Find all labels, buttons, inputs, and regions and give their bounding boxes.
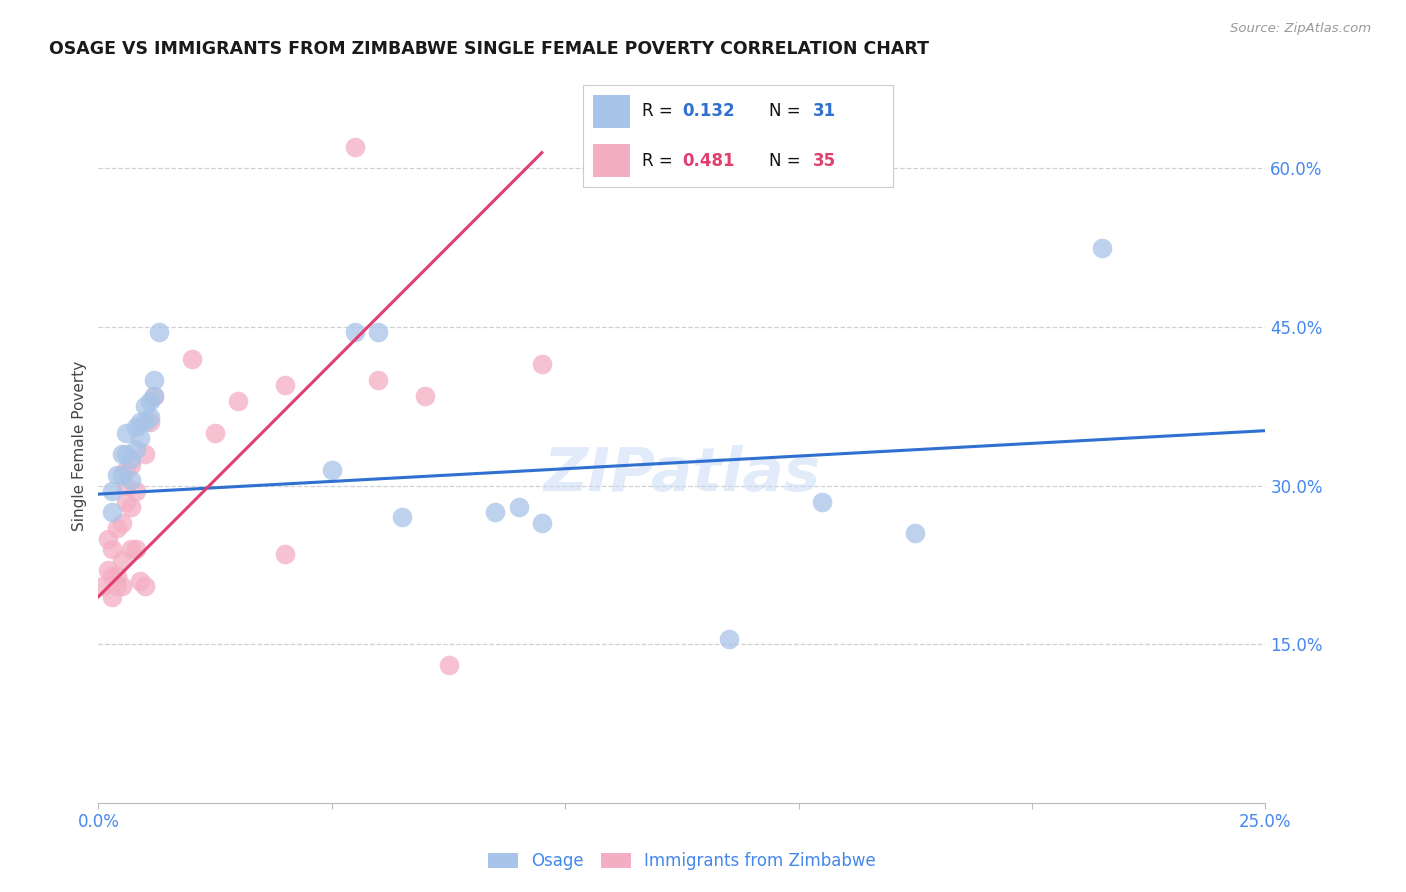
- Point: [125, 442, 148, 456]
- Point: [508, 500, 530, 514]
- Point: [101, 590, 124, 604]
- Text: 0.132: 0.132: [682, 103, 735, 120]
- Point: [143, 389, 166, 403]
- Text: 0.481: 0.481: [682, 152, 735, 169]
- Point: [125, 542, 148, 557]
- Point: [321, 463, 343, 477]
- Point: [105, 568, 128, 582]
- Point: [97, 532, 120, 546]
- Point: [139, 394, 162, 409]
- Point: [717, 632, 740, 646]
- Point: [129, 574, 152, 588]
- Point: [115, 494, 138, 508]
- Text: N =: N =: [769, 152, 806, 169]
- Point: [134, 579, 156, 593]
- Point: [204, 425, 226, 440]
- Point: [367, 326, 389, 340]
- Text: Source: ZipAtlas.com: Source: ZipAtlas.com: [1230, 22, 1371, 36]
- Text: 35: 35: [813, 152, 835, 169]
- Point: [125, 483, 148, 498]
- Point: [101, 483, 124, 498]
- Point: [274, 378, 297, 392]
- Point: [101, 505, 124, 519]
- Point: [120, 452, 142, 467]
- Point: [143, 373, 166, 387]
- Point: [111, 468, 134, 483]
- Y-axis label: Single Female Poverty: Single Female Poverty: [72, 361, 87, 531]
- Point: [105, 468, 128, 483]
- Point: [115, 425, 138, 440]
- Point: [120, 542, 142, 557]
- Point: [139, 409, 162, 424]
- Point: [120, 500, 142, 514]
- Point: [391, 510, 413, 524]
- Point: [115, 478, 138, 492]
- Point: [344, 326, 367, 340]
- Point: [111, 552, 134, 566]
- Text: OSAGE VS IMMIGRANTS FROM ZIMBABWE SINGLE FEMALE POVERTY CORRELATION CHART: OSAGE VS IMMIGRANTS FROM ZIMBABWE SINGLE…: [49, 40, 929, 58]
- Point: [120, 458, 142, 472]
- Point: [115, 447, 138, 461]
- Point: [367, 373, 389, 387]
- Legend: Osage, Immigrants from Zimbabwe: Osage, Immigrants from Zimbabwe: [481, 846, 883, 877]
- Point: [101, 568, 124, 582]
- Point: [1091, 241, 1114, 255]
- Point: [148, 326, 170, 340]
- Point: [134, 400, 156, 414]
- Point: [484, 505, 506, 519]
- Point: [111, 516, 134, 530]
- Point: [97, 563, 120, 577]
- Point: [437, 658, 460, 673]
- Bar: [593, 145, 630, 177]
- Point: [530, 357, 553, 371]
- Point: [139, 415, 162, 429]
- Bar: [593, 95, 630, 128]
- Text: R =: R =: [643, 103, 678, 120]
- Point: [115, 463, 138, 477]
- Point: [105, 521, 128, 535]
- Point: [105, 579, 128, 593]
- Text: R =: R =: [643, 152, 678, 169]
- Point: [111, 447, 134, 461]
- Point: [120, 474, 142, 488]
- Point: [530, 516, 553, 530]
- Point: [811, 494, 834, 508]
- Point: [111, 579, 134, 593]
- Point: [101, 542, 124, 557]
- Text: 31: 31: [813, 103, 835, 120]
- Point: [125, 420, 148, 434]
- Point: [134, 415, 156, 429]
- Point: [143, 389, 166, 403]
- Point: [134, 447, 156, 461]
- Text: ZIPatlas: ZIPatlas: [543, 445, 821, 504]
- Point: [129, 415, 152, 429]
- Point: [274, 547, 297, 561]
- Point: [904, 526, 927, 541]
- Point: [180, 351, 202, 366]
- Point: [228, 394, 250, 409]
- Point: [91, 579, 114, 593]
- Point: [344, 140, 367, 154]
- Text: N =: N =: [769, 103, 806, 120]
- Point: [129, 431, 152, 445]
- Point: [413, 389, 436, 403]
